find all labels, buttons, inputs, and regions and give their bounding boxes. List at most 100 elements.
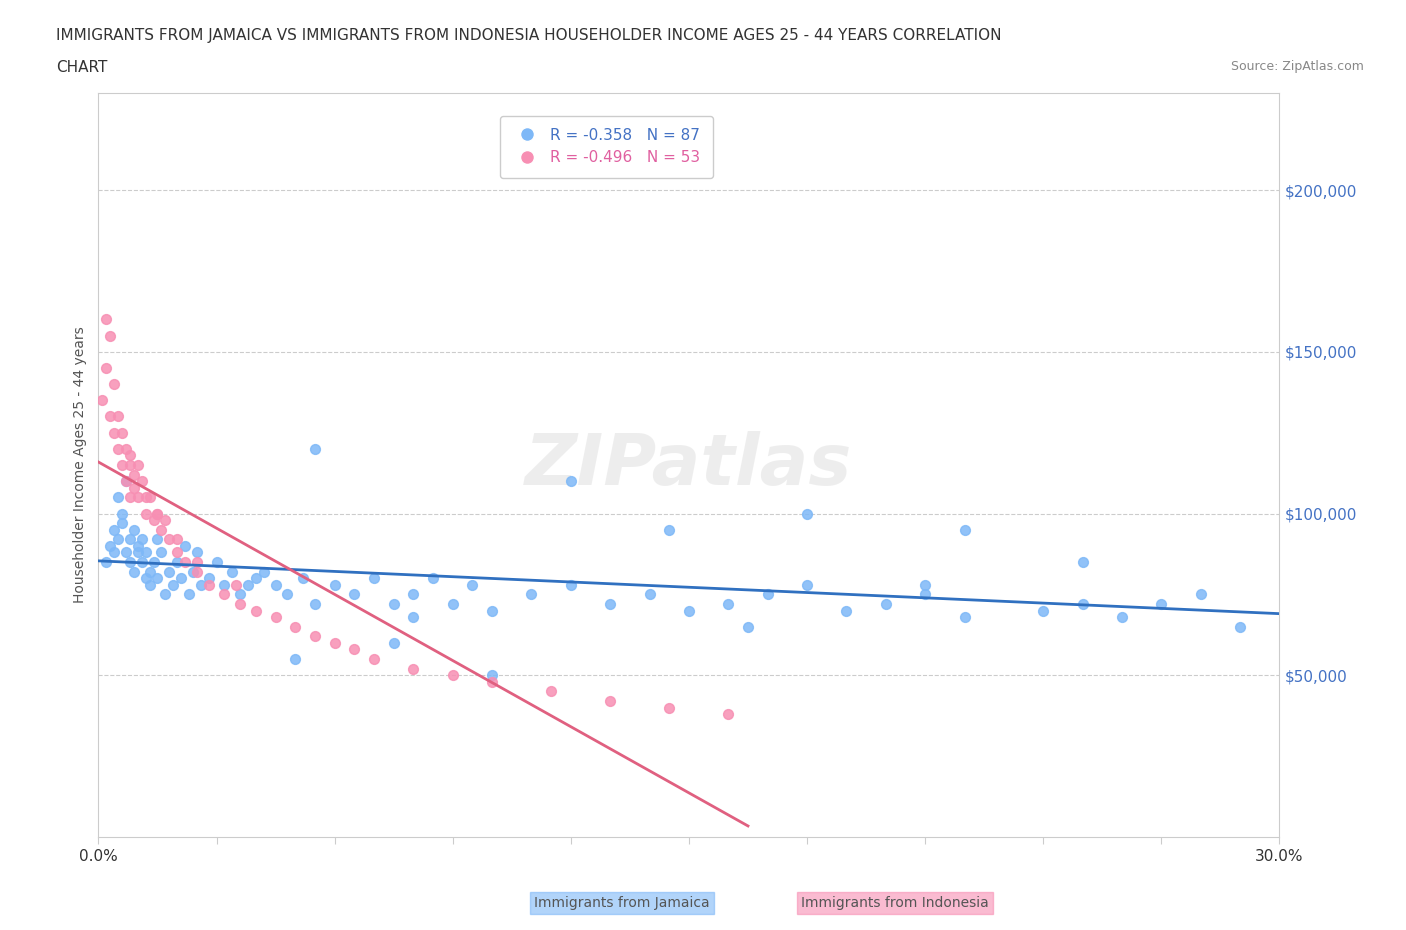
Point: [402, 661, 425, 676]
Point: [796, 578, 818, 592]
Point: [1189, 587, 1212, 602]
Point: [264, 578, 287, 592]
Point: [402, 587, 425, 602]
Point: [138, 565, 160, 579]
Point: [245, 571, 267, 586]
Point: [135, 506, 157, 521]
Point: [229, 597, 252, 612]
Point: [146, 506, 169, 521]
Point: [756, 587, 779, 602]
Point: [96, 554, 118, 569]
Point: [91, 392, 114, 407]
Point: [131, 554, 153, 569]
Point: [1111, 609, 1133, 624]
Point: [323, 578, 346, 592]
Point: [103, 377, 125, 392]
Point: [599, 694, 621, 709]
Point: [138, 578, 160, 592]
Point: [481, 668, 503, 683]
Point: [177, 587, 200, 602]
Text: CHART: CHART: [56, 60, 108, 75]
Point: [1229, 619, 1251, 634]
Point: [236, 578, 259, 592]
Point: [111, 516, 134, 531]
Point: [186, 565, 208, 579]
Point: [174, 554, 197, 569]
Point: [118, 458, 141, 472]
Point: [135, 545, 157, 560]
Point: [135, 490, 157, 505]
Point: [875, 597, 897, 612]
Point: [441, 668, 464, 683]
Point: [115, 473, 138, 488]
Point: [221, 565, 243, 579]
Legend: R = -0.358   N = 87, R = -0.496   N = 53: R = -0.358 N = 87, R = -0.496 N = 53: [501, 115, 713, 178]
Point: [304, 597, 326, 612]
Point: [146, 571, 169, 586]
Point: [118, 490, 141, 505]
Point: [1032, 604, 1054, 618]
Point: [304, 442, 326, 457]
Point: [157, 532, 180, 547]
Point: [107, 442, 129, 457]
Point: [146, 506, 169, 521]
Point: [560, 473, 582, 488]
Point: [914, 587, 936, 602]
Point: [166, 532, 188, 547]
Point: [363, 571, 385, 586]
Point: [264, 609, 287, 624]
Point: [96, 312, 118, 326]
Point: [638, 587, 661, 602]
Text: IMMIGRANTS FROM JAMAICA VS IMMIGRANTS FROM INDONESIA HOUSEHOLDER INCOME AGES 25 : IMMIGRANTS FROM JAMAICA VS IMMIGRANTS FR…: [56, 28, 1001, 43]
Point: [658, 523, 681, 538]
Point: [103, 545, 125, 560]
Text: Immigrants from Indonesia: Immigrants from Indonesia: [801, 896, 990, 910]
Point: [658, 700, 681, 715]
Point: [481, 674, 503, 689]
Point: [382, 635, 405, 650]
Point: [107, 532, 129, 547]
Point: [214, 587, 236, 602]
Point: [181, 565, 204, 579]
Point: [796, 506, 818, 521]
Point: [127, 538, 149, 553]
Point: [122, 467, 145, 482]
Point: [111, 506, 134, 521]
Point: [131, 473, 153, 488]
Point: [304, 629, 326, 644]
Point: [343, 642, 366, 657]
Point: [98, 538, 121, 553]
Point: [122, 523, 145, 538]
Point: [363, 652, 385, 667]
Point: [131, 532, 153, 547]
Point: [253, 565, 276, 579]
Point: [835, 604, 858, 618]
Point: [737, 619, 759, 634]
Point: [276, 587, 298, 602]
Point: [1071, 597, 1094, 612]
Point: [174, 538, 197, 553]
Point: [115, 473, 138, 488]
Point: [245, 604, 267, 618]
Point: [107, 409, 129, 424]
Point: [186, 554, 208, 569]
Point: [540, 684, 562, 698]
Point: [107, 490, 129, 505]
Point: [422, 571, 444, 586]
Point: [481, 604, 503, 618]
Point: [111, 425, 134, 440]
Point: [118, 448, 141, 463]
Point: [520, 587, 543, 602]
Point: [284, 652, 307, 667]
Point: [197, 571, 219, 586]
Point: [166, 554, 188, 569]
Point: [150, 523, 173, 538]
Point: [127, 490, 149, 505]
Point: [127, 458, 149, 472]
Point: [150, 545, 173, 560]
Point: [382, 597, 405, 612]
Point: [142, 512, 165, 527]
Point: [115, 545, 138, 560]
Point: [186, 545, 208, 560]
Point: [914, 578, 936, 592]
